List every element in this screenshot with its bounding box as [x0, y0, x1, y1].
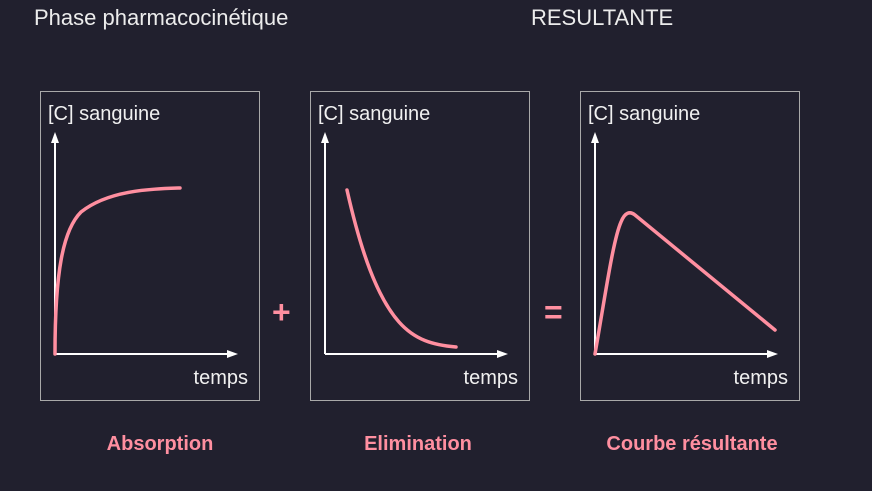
- resultante-panel: [C] sanguine temps: [580, 91, 800, 401]
- result-heading: RESULTANTE: [531, 5, 674, 30]
- elimination-x-label: temps: [463, 367, 518, 389]
- absorption-panel: [C] sanguine temps: [40, 91, 260, 401]
- resultante-x-label: temps: [733, 367, 788, 389]
- absorption-curve: [53, 186, 182, 356]
- elimination-curve: [345, 188, 458, 349]
- x-axis-arrow: [227, 350, 238, 358]
- resultante-curve: [593, 211, 777, 356]
- resultante-graph: [591, 132, 778, 358]
- y-axis-arrow: [51, 132, 59, 143]
- absorption-graph: [51, 132, 238, 358]
- resultante-y-label: [C] sanguine: [588, 103, 701, 125]
- absorption-x-label: temps: [193, 367, 248, 389]
- x-axis-arrow: [497, 350, 508, 358]
- x-axis-arrow: [767, 350, 778, 358]
- equals-operator: =: [544, 294, 563, 330]
- y-axis-arrow: [321, 132, 329, 143]
- elimination-panel: [C] sanguine temps: [310, 91, 530, 401]
- absorption-y-label: [C] sanguine: [48, 103, 161, 125]
- plus-operator: +: [272, 294, 291, 330]
- elimination-y-label: [C] sanguine: [318, 103, 431, 125]
- y-axis-arrow: [591, 132, 599, 143]
- resultante-caption: Courbe résultante: [606, 433, 778, 455]
- elimination-graph: [321, 132, 508, 358]
- absorption-caption: Absorption: [106, 433, 214, 455]
- elimination-caption: Elimination: [364, 433, 472, 455]
- slide-heading: Phase pharmacocinétique: [34, 5, 289, 30]
